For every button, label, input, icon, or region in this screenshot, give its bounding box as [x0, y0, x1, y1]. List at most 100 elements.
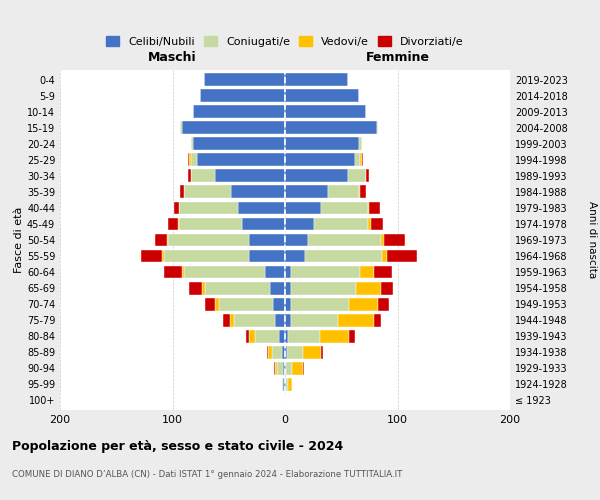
- Bar: [285, 89, 359, 102]
- Bar: [267, 346, 268, 358]
- Bar: [380, 282, 393, 294]
- Bar: [249, 234, 285, 246]
- Bar: [274, 362, 275, 374]
- Text: Maschi: Maschi: [148, 52, 197, 64]
- Bar: [285, 170, 348, 182]
- Bar: [167, 234, 168, 246]
- Bar: [285, 218, 314, 230]
- Bar: [292, 362, 303, 374]
- Bar: [303, 346, 321, 358]
- Bar: [285, 106, 366, 118]
- Bar: [265, 266, 285, 278]
- Bar: [168, 218, 178, 230]
- Bar: [388, 250, 416, 262]
- Bar: [359, 138, 361, 150]
- Bar: [384, 234, 406, 246]
- Bar: [349, 298, 379, 310]
- Bar: [285, 266, 290, 278]
- Bar: [321, 202, 368, 214]
- Bar: [359, 186, 361, 198]
- Bar: [287, 346, 303, 358]
- Bar: [231, 186, 285, 198]
- Bar: [191, 170, 215, 182]
- Bar: [168, 234, 249, 246]
- Bar: [355, 154, 361, 166]
- Bar: [199, 89, 285, 102]
- Bar: [285, 314, 290, 326]
- Bar: [191, 138, 193, 150]
- Bar: [285, 362, 286, 374]
- Bar: [181, 122, 182, 134]
- Bar: [370, 202, 380, 214]
- Bar: [289, 378, 292, 391]
- Bar: [272, 298, 285, 310]
- Bar: [190, 154, 191, 166]
- Bar: [314, 218, 368, 230]
- Bar: [190, 282, 202, 294]
- Bar: [184, 266, 265, 278]
- Bar: [271, 282, 285, 294]
- Bar: [380, 234, 384, 246]
- Bar: [285, 378, 286, 391]
- Bar: [377, 122, 379, 134]
- Bar: [289, 330, 320, 342]
- Bar: [205, 282, 271, 294]
- Bar: [379, 298, 389, 310]
- Bar: [249, 330, 254, 342]
- Bar: [191, 154, 197, 166]
- Bar: [283, 378, 285, 391]
- Bar: [141, 250, 163, 262]
- Bar: [182, 266, 184, 278]
- Bar: [182, 122, 285, 134]
- Bar: [204, 73, 285, 86]
- Bar: [281, 378, 283, 391]
- Bar: [215, 170, 285, 182]
- Bar: [305, 250, 382, 262]
- Bar: [321, 346, 323, 358]
- Bar: [277, 362, 283, 374]
- Bar: [374, 314, 380, 326]
- Bar: [179, 218, 242, 230]
- Bar: [238, 202, 285, 214]
- Bar: [285, 346, 287, 358]
- Bar: [254, 330, 280, 342]
- Bar: [285, 122, 377, 134]
- Bar: [285, 138, 359, 150]
- Bar: [285, 154, 355, 166]
- Bar: [163, 250, 249, 262]
- Bar: [290, 266, 361, 278]
- Bar: [215, 298, 218, 310]
- Bar: [356, 282, 380, 294]
- Bar: [368, 218, 371, 230]
- Bar: [271, 346, 281, 358]
- Bar: [361, 266, 374, 278]
- Bar: [320, 330, 349, 342]
- Bar: [242, 218, 285, 230]
- Bar: [173, 202, 179, 214]
- Bar: [202, 282, 205, 294]
- Bar: [303, 362, 304, 374]
- Bar: [348, 170, 366, 182]
- Bar: [275, 314, 285, 326]
- Bar: [281, 346, 285, 358]
- Legend: Celibi/Nubili, Coniugati/e, Vedovi/e, Divorziati/e: Celibi/Nubili, Coniugati/e, Vedovi/e, Di…: [102, 32, 468, 51]
- Bar: [290, 282, 356, 294]
- Bar: [193, 138, 285, 150]
- Bar: [245, 330, 249, 342]
- Bar: [285, 282, 290, 294]
- Bar: [275, 362, 277, 374]
- Text: Popolazione per età, sesso e stato civile - 2024: Popolazione per età, sesso e stato civil…: [12, 440, 343, 453]
- Bar: [290, 298, 349, 310]
- Bar: [205, 298, 215, 310]
- Bar: [280, 330, 285, 342]
- Bar: [338, 314, 374, 326]
- Bar: [188, 170, 191, 182]
- Bar: [285, 234, 308, 246]
- Bar: [285, 73, 348, 86]
- Bar: [193, 106, 285, 118]
- Bar: [285, 186, 328, 198]
- Bar: [223, 314, 230, 326]
- Bar: [361, 154, 362, 166]
- Bar: [235, 314, 275, 326]
- Bar: [163, 266, 182, 278]
